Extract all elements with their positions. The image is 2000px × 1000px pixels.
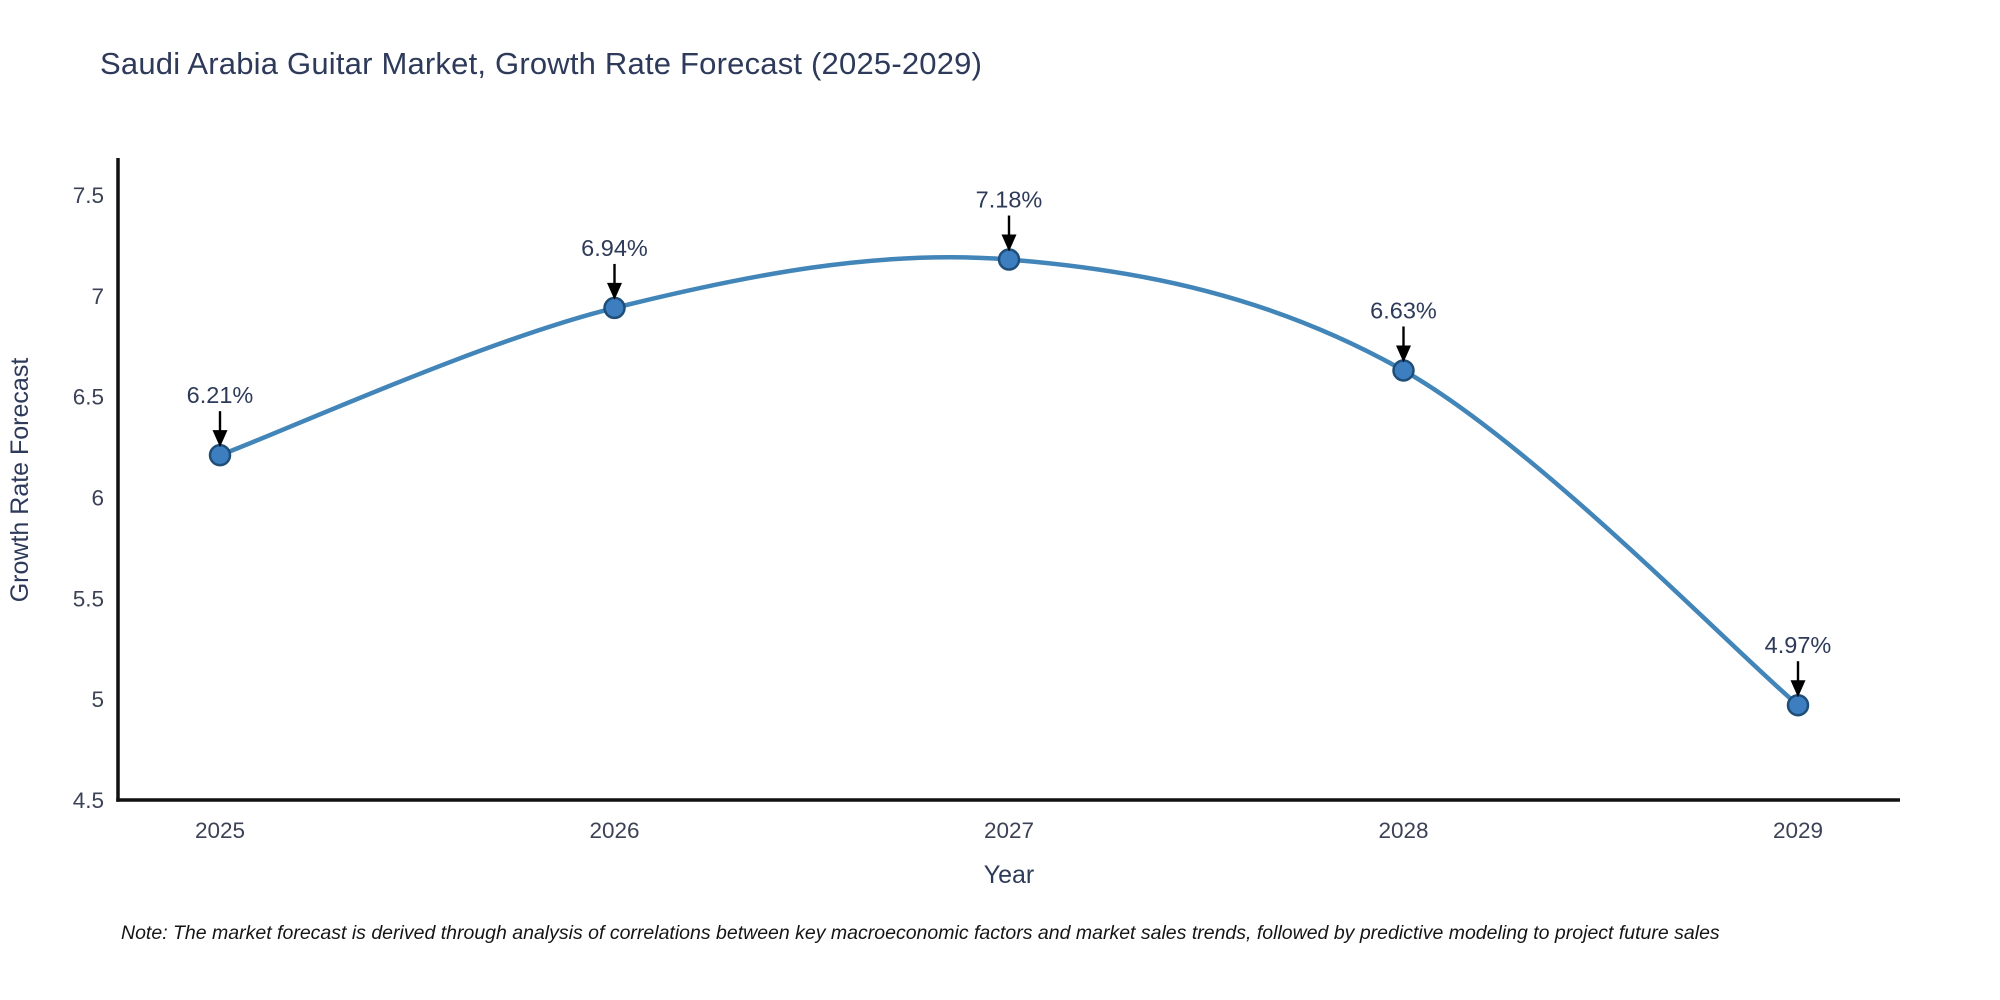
data-point-marker	[208, 443, 232, 467]
y-axis-title: Growth Rate Forecast	[6, 358, 34, 603]
chart-footnote: Note: The market forecast is derived thr…	[121, 922, 1720, 944]
y-axis-tick-labels: 4.5 5 5.5 6 6.5 7 7.5	[73, 183, 104, 813]
x-tick-label: 2025	[195, 818, 245, 843]
y-tick-label: 5	[91, 687, 104, 712]
point-value-label: 6.94%	[581, 235, 648, 261]
x-tick-label: 2028	[1378, 818, 1428, 843]
data-point-marker	[997, 248, 1021, 271]
trend-line	[217, 254, 1801, 708]
y-tick-label: 6	[91, 486, 104, 511]
point-value-label: 6.21%	[187, 382, 254, 408]
point-value-label: 6.63%	[1370, 297, 1437, 323]
annotation-arrow-head	[607, 282, 622, 300]
y-tick-label: 6.5	[73, 385, 104, 410]
x-tick-label: 2027	[984, 818, 1034, 843]
y-tick-label: 7	[91, 284, 104, 309]
data-point-marker	[1392, 359, 1415, 382]
annotation-arrow-head	[1396, 345, 1411, 363]
annotation-arrow-head	[212, 430, 228, 448]
series-layer	[208, 248, 1810, 717]
x-axis-title: Year	[984, 861, 1035, 889]
annotation-layer: 6.21% 6.94% 7.18% 6.63% 4.97%	[187, 187, 1832, 698]
y-tick-label: 5.5	[73, 586, 104, 611]
y-tick-label: 7.5	[73, 183, 104, 208]
annotation-arrow-head	[1790, 680, 1806, 698]
data-point-marker	[1786, 693, 1810, 717]
x-axis-tick-labels: 2025 2026 2027 2028 2029	[195, 818, 1823, 843]
y-tick-label: 4.5	[73, 788, 104, 813]
x-tick-label: 2029	[1773, 818, 1823, 843]
point-value-label: 4.97%	[1765, 632, 1832, 658]
annotation-arrow-head	[1001, 234, 1017, 252]
point-value-label: 7.18%	[976, 187, 1043, 213]
x-tick-label: 2026	[589, 818, 639, 843]
chart-title: Saudi Arabia Guitar Market, Growth Rate …	[100, 46, 983, 81]
data-point-marker	[603, 296, 626, 320]
